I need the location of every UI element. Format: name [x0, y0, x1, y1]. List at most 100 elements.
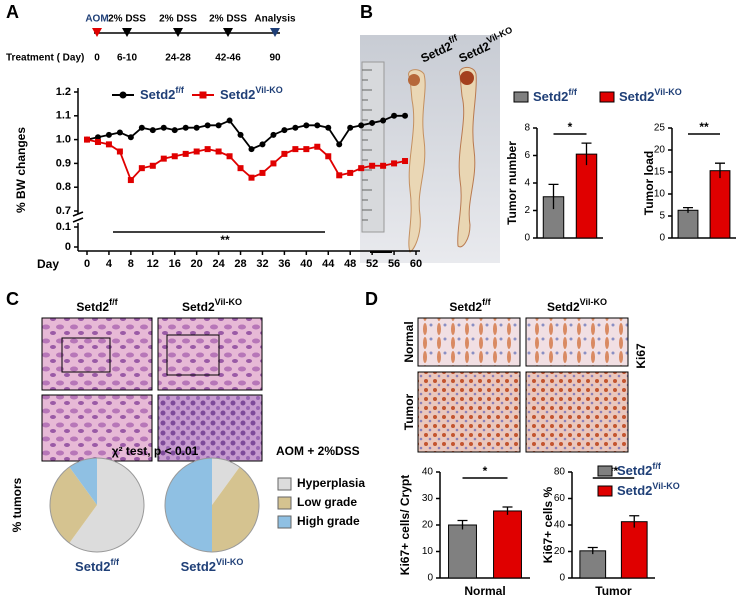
y-axis-label: % tumors	[10, 477, 24, 532]
row-label: Treatment ( Day)	[6, 53, 84, 64]
y-tick-label: 10	[654, 189, 666, 200]
histology-image	[41, 317, 153, 391]
point	[127, 134, 134, 141]
x-tick-label: 52	[366, 258, 378, 270]
point	[380, 117, 387, 124]
label-sup: f/f	[652, 461, 661, 471]
y-tick-label: 0.7	[56, 205, 71, 217]
x-tick-label: 8	[128, 258, 134, 270]
legend-label: Setd2f/f	[533, 87, 578, 104]
legend-swatch	[277, 515, 292, 529]
point	[193, 148, 200, 155]
bar	[579, 550, 607, 579]
colon	[457, 67, 477, 248]
x-axis-label: Tumor	[595, 584, 632, 598]
error-bar	[587, 546, 598, 555]
point	[270, 160, 277, 167]
event-label: 2% DSS	[108, 14, 146, 25]
label-text: Setd2	[617, 463, 652, 478]
label-sup: f/f	[482, 297, 491, 307]
event-label: AOM	[85, 14, 108, 25]
event-day: 24-28	[165, 53, 191, 64]
point	[127, 177, 134, 184]
ruler	[361, 61, 385, 233]
annotation: **	[699, 120, 709, 134]
error-bar	[629, 515, 640, 528]
point	[270, 131, 277, 138]
x-tick-label: 40	[300, 258, 312, 270]
point	[149, 127, 156, 134]
point	[281, 150, 288, 157]
x-tick-label: 44	[322, 258, 335, 270]
legend-label: Low grade	[297, 495, 357, 509]
label-sup: Vil-KO	[216, 557, 243, 567]
y-tick-label: 25	[654, 123, 666, 134]
y-tick-label: 1.1	[56, 110, 71, 122]
point	[226, 153, 233, 160]
annotation: *	[568, 120, 573, 134]
y-tick-label: 80	[554, 467, 566, 478]
y-tick-label: 0	[427, 573, 433, 584]
legend-swatch	[597, 465, 613, 477]
y-axis-label: Ki67+ cells %	[541, 486, 555, 563]
y-tick-label: 10	[422, 546, 434, 557]
y-tick-label: 0.1	[56, 221, 71, 233]
point	[116, 129, 123, 136]
label-sup: f/f	[175, 85, 184, 95]
error-bar	[457, 519, 468, 530]
ihc-image	[417, 371, 521, 453]
point	[336, 172, 343, 179]
x-tick-label: 36	[278, 258, 290, 270]
point	[303, 146, 310, 153]
legend-swatch	[599, 91, 615, 103]
x-tick-label: 56	[388, 258, 400, 270]
label-text: Setd2	[617, 483, 652, 498]
error-bar	[715, 162, 725, 179]
x-tick-label: 32	[256, 258, 268, 270]
pie-slice	[69, 458, 144, 552]
event-day: 0	[94, 53, 100, 64]
event-day: 6-10	[117, 53, 137, 64]
label-text: Setd2	[140, 87, 175, 102]
bar	[620, 521, 648, 579]
y-axis-label: Ki67+ cells/ Crypt	[398, 475, 412, 575]
point	[369, 119, 376, 126]
point	[259, 141, 266, 148]
ruler-ticks	[362, 69, 372, 221]
y-tick-label: 0.8	[56, 181, 71, 193]
label-text: Setd2	[533, 89, 568, 104]
point	[292, 124, 299, 131]
label-sup: f/f	[568, 87, 577, 97]
annotation: *	[483, 464, 488, 478]
point	[94, 134, 101, 141]
label-text: Setd2	[547, 300, 580, 314]
point	[138, 165, 145, 172]
point	[358, 165, 365, 172]
histology-image	[157, 394, 263, 462]
label-text: Setd2	[76, 300, 109, 314]
column-label: Setd2Vil-KO	[547, 297, 607, 314]
label-text: Setd2	[182, 300, 215, 314]
y-tick-label: 30	[422, 493, 434, 504]
y-tick-label: 6	[524, 150, 530, 161]
error-bar	[683, 206, 693, 213]
point	[402, 112, 409, 119]
legend-label: Setd2f/f	[140, 85, 185, 102]
y-tick-label: 0	[559, 573, 565, 584]
x-axis-label: Day	[37, 257, 59, 271]
y-tick-label: 20	[422, 520, 434, 531]
y-axis-label: % BW changes	[14, 127, 28, 213]
y-tick-label: 1.2	[56, 86, 71, 98]
zoom-box	[61, 337, 111, 373]
label-sup: Vil-KO	[255, 85, 282, 95]
point	[138, 124, 145, 131]
zoom-box	[166, 334, 220, 376]
label-sup: Vil-KO	[215, 297, 242, 307]
point	[105, 141, 112, 148]
y-tick-label: 60	[554, 493, 566, 504]
x-tick-label: 20	[191, 258, 203, 270]
event-label: Analysis	[254, 14, 296, 25]
point	[182, 124, 189, 131]
column-label: Setd2Vil-KO	[182, 297, 242, 314]
